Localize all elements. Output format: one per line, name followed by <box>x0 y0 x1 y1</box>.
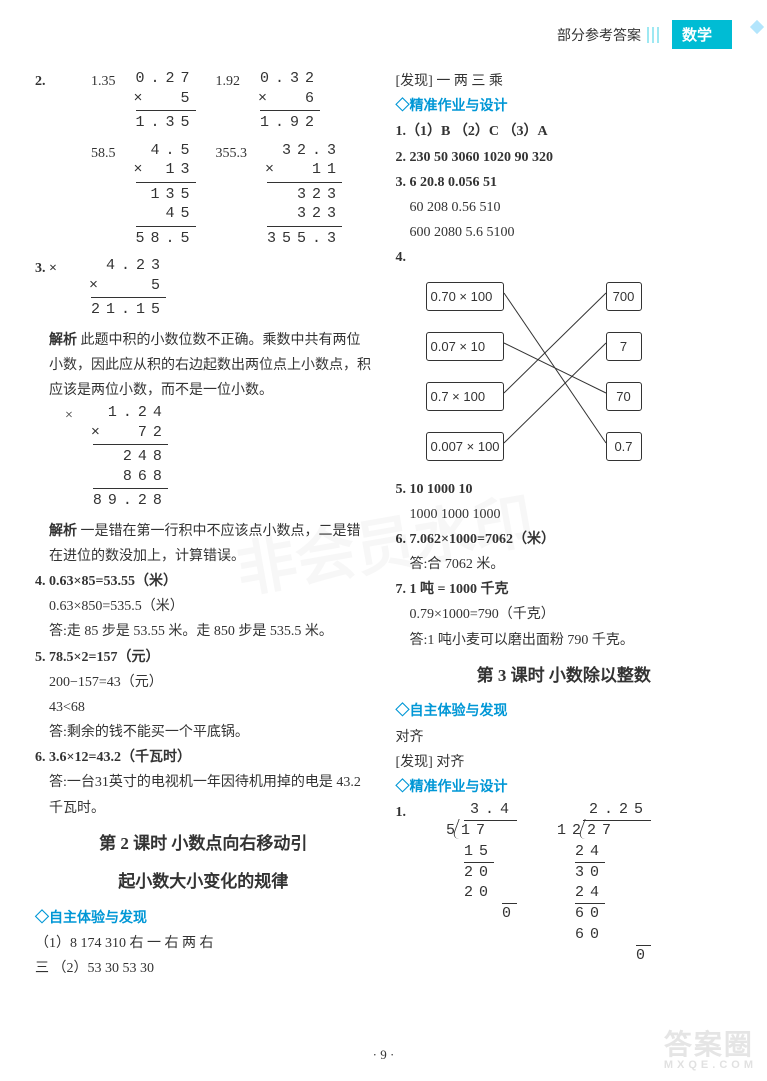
q5-l3: 43<68 <box>35 695 372 720</box>
q5-l1: 5. 78.5×2=157（元） <box>35 645 372 670</box>
lesson2-title-1: 第 2 课时 小数点向右移动引 <box>35 829 372 860</box>
r-auto2: [发现] 对齐 <box>396 750 733 775</box>
q5-l4: 答:剩余的钱不能买一个平底锅。 <box>35 720 372 745</box>
auto-line2: 三 （2）53 30 53 30 <box>35 956 372 981</box>
q3-explain1: 解析 此题中积的小数位数不正确。乘数中共有两位小数，因此应从积的右边起数出两位点… <box>35 328 372 404</box>
q3-explain2: 解析 一是错在第一行积中不应该点小数点，二是错在进位的数没加上，计算错误。 <box>35 519 372 569</box>
faxian: [发现] 一 两 三 乘 <box>396 69 733 94</box>
right-column: [发现] 一 两 三 乘 ◇精准作业与设计 1.（1）B （2）C （3）A 2… <box>396 69 733 982</box>
section-auto-left: ◇自主体验与发现 <box>35 906 372 931</box>
match-right-box: 0.7 <box>606 432 642 461</box>
lesson3-title: 第 3 课时 小数除以整数 <box>396 661 733 692</box>
q2-label: 2. <box>35 69 71 94</box>
q6-l2: 答:一台31英寸的电视机一年因待机用掉的电是 43.2 千瓦时。 <box>35 770 372 820</box>
match-right-box: 7 <box>606 332 642 361</box>
q2-calc3: 4.5 13 135 45 58.5 <box>136 141 196 249</box>
r-q3-l1: 3. 6 20.8 0.056 51 <box>396 170 733 195</box>
q2-ans4: 355.3 <box>216 141 248 166</box>
q3-calc1: 4.23 5 21.15 <box>91 256 166 320</box>
r-q7-l2: 0.79×1000=790（千克） <box>396 602 733 627</box>
matching-diagram: 0.70 × 100 0.07 × 10 0.7 × 100 0.007 × 100 7… <box>396 277 733 467</box>
q2-calc2: 0.32 6 1.92 <box>260 69 320 133</box>
q5-l2: 200−157=43（元） <box>35 670 372 695</box>
match-left-box: 0.70 × 100 <box>426 282 504 311</box>
header-title: 部分参考答案 <box>557 25 641 45</box>
section-auto-right: ◇自主体验与发现 <box>396 699 733 724</box>
r-q6-l1: 6. 7.062×1000=7062（米） <box>396 527 733 552</box>
q4-l2: 0.63×850=535.5（米） <box>35 594 372 619</box>
division-row: 1. 3.4 517 15 20 20 0 2.25 1227 24 <box>396 800 733 966</box>
r-q5-l2: 1000 1000 1000 <box>396 502 733 527</box>
q2-ans1: 1.35 <box>91 69 116 94</box>
match-right-box: 700 <box>606 282 642 311</box>
q3-calc2: 1.24 72 248 868 89.28 <box>93 403 168 511</box>
r-q2: 2. 230 50 3060 1020 90 320 <box>396 145 733 170</box>
r-q3-l3: 600 2080 5.6 5100 <box>396 220 733 245</box>
r-q7-l3: 答:1 吨小麦可以磨出面粉 790 千克。 <box>396 628 733 653</box>
q6-l1: 6. 3.6×12=43.2（千瓦时） <box>35 745 372 770</box>
q3-row1: 3. × 4.23 5 21.15 <box>35 256 372 320</box>
content-columns: 2. 1.35 0.27 5 1.35 1.92 0.32 6 1.92 <box>35 69 732 982</box>
q3-label: 3. × <box>35 256 71 281</box>
auto-line1: （1）8 174 310 右 一 右 两 右 <box>35 931 372 956</box>
r-q1: 1.（1）B （2）C （3）A <box>396 119 733 144</box>
q2-calc4: 32.3 11 323 323 355.3 <box>267 141 342 249</box>
long-division-2: 2.25 1227 24 30 24 60 60 0 <box>557 800 651 966</box>
section-prec2-right: ◇精准作业与设计 <box>396 775 733 800</box>
page: 非会员水印 部分参考答案 数学 2. 1.35 0.27 5 1.35 1.92… <box>0 0 767 1081</box>
match-left-box: 0.007 × 100 <box>426 432 504 461</box>
r-q4-label: 4. <box>396 245 733 270</box>
match-right-box: 70 <box>606 382 642 411</box>
watermark-main: 答案圈 <box>664 1029 754 1060</box>
q2-row1: 2. 1.35 0.27 5 1.35 1.92 0.32 6 1.92 <box>35 69 372 133</box>
q2-calc1: 0.27 5 1.35 <box>136 69 196 133</box>
watermark: 答案圈 MXQE.COM <box>664 1023 757 1071</box>
header-bars-icon <box>647 27 662 43</box>
r-auto1: 对齐 <box>396 725 733 750</box>
q2-row2: 58.5 4.5 13 135 45 58.5 355.3 32.3 11 32… <box>35 141 372 249</box>
left-column: 2. 1.35 0.27 5 1.35 1.92 0.32 6 1.92 <box>35 69 372 982</box>
match-left-box: 0.7 × 100 <box>426 382 504 411</box>
page-number: · 9 · <box>0 1047 767 1063</box>
q2-ans2: 1.92 <box>216 69 241 94</box>
q4-l3: 答:走 85 步是 53.55 米。走 850 步是 535.5 米。 <box>35 619 372 644</box>
r-q5-l1: 5. 10 1000 10 <box>396 477 733 502</box>
watermark-sub: MXQE.COM <box>664 1059 757 1071</box>
r-div-label: 1. <box>396 800 407 825</box>
q3-row2: × 1.24 72 248 868 89.28 <box>65 403 372 511</box>
r-q6-l2: 答:合 7062 米。 <box>396 552 733 577</box>
subject-tab: 数学 <box>672 20 732 49</box>
long-division-1: 3.4 517 15 20 20 0 <box>446 800 517 925</box>
page-header: 部分参考答案 数学 <box>35 20 732 49</box>
match-left-box: 0.07 × 10 <box>426 332 504 361</box>
r-q7-l1: 7. 1 吨 = 1000 千克 <box>396 577 733 602</box>
section-prec-right: ◇精准作业与设计 <box>396 94 733 119</box>
q2-ans3: 58.5 <box>91 141 116 166</box>
q4-l1: 4. 0.63×85=53.55（米） <box>35 569 372 594</box>
q3-xmark: × <box>65 403 73 428</box>
lesson2-title-2: 起小数大小变化的规律 <box>35 867 372 898</box>
r-q3-l2: 60 208 0.56 510 <box>396 195 733 220</box>
